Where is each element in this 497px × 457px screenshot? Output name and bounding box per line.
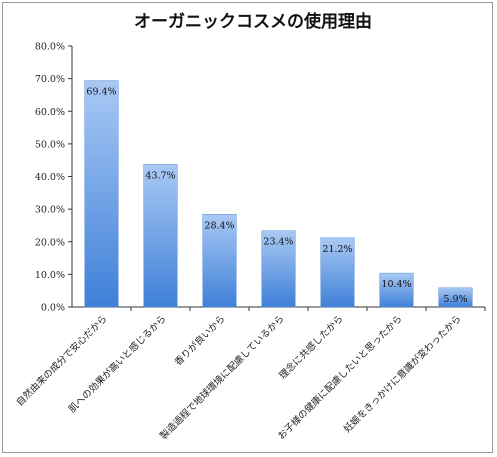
data-label: 10.4%: [381, 279, 411, 290]
bar: [379, 272, 414, 308]
x-tick-label: 香りが良いから: [172, 313, 228, 369]
y-tick-label: 80.0%: [35, 42, 65, 53]
y-tick-label: 60.0%: [35, 107, 65, 118]
data-label: 23.4%: [263, 237, 293, 248]
bar: [261, 230, 296, 308]
data-label: 43.7%: [145, 170, 175, 181]
data-label: 69.4%: [86, 87, 116, 98]
y-tick-label: 40.0%: [35, 172, 65, 183]
y-tick-label: 0.0%: [41, 303, 65, 314]
x-tick-label: お子様の健康に配慮したいと思ったから: [275, 313, 404, 442]
y-tick-label: 20.0%: [35, 237, 65, 248]
bar: [143, 164, 178, 308]
bar: [320, 237, 355, 308]
y-tick-label: 10.0%: [35, 270, 65, 281]
x-tick-label: 妊娠をきっかけに意識が変わったから: [341, 313, 463, 435]
y-tick-label: 70.0%: [35, 74, 65, 85]
x-tick-label: 理念に共感したから: [277, 313, 346, 382]
chart-title: オーガニックコスメの使用理由: [134, 11, 372, 32]
bar: [202, 214, 237, 308]
x-tick-label: 製造過程で地球環境に配慮しているから: [157, 313, 286, 442]
data-label: 28.4%: [204, 220, 234, 231]
data-label: 5.9%: [443, 294, 467, 305]
y-tick-label: 50.0%: [35, 139, 65, 150]
data-label: 21.2%: [322, 244, 352, 255]
bar: [84, 80, 119, 308]
bar: [438, 287, 473, 308]
y-tick-label: 30.0%: [35, 205, 65, 216]
x-tick-label: 肌への効果が高いと感じるから: [66, 313, 169, 416]
chart-frame: [2, 2, 493, 453]
